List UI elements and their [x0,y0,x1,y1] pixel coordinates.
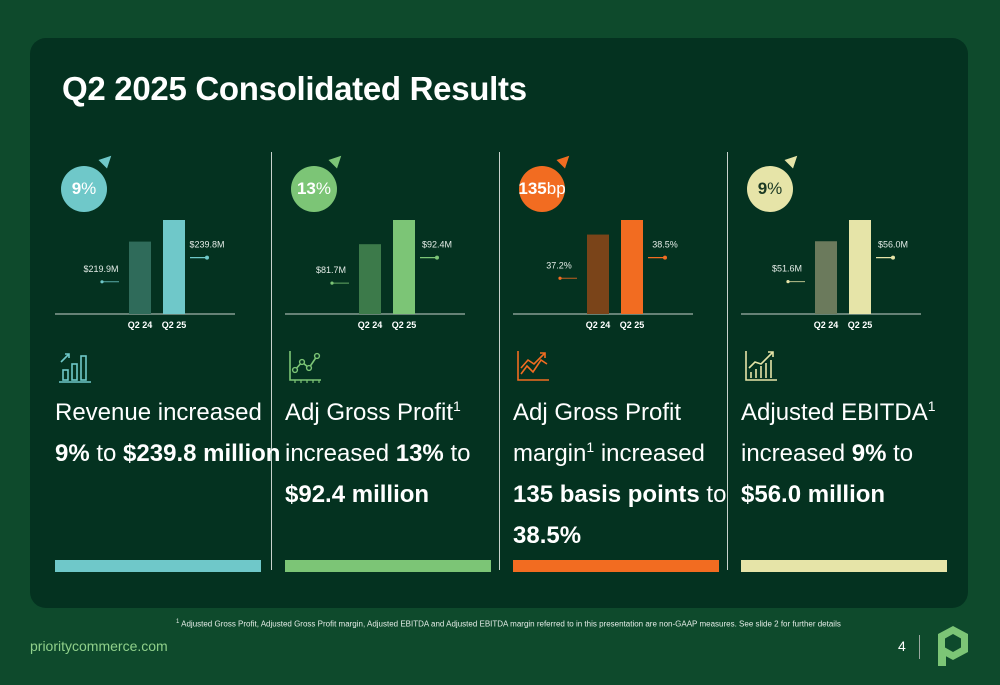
comparison-bar-chart: Q2 24 Q2 25 $219.9M $239.8M [55,210,283,340]
badge-pointer-icon [98,151,116,169]
data-label-q2-25: $239.8M [189,240,224,250]
badge-unit: bp [546,179,566,198]
metric-adj-gross-profit: 13% Q2 24 Q2 25 $81.7M $92.4M Adj Gross Profi… [285,150,513,575]
page-number: 4 [898,638,906,654]
metric-adjusted-ebitda: 9% Q2 24 Q2 25 $51.6M $56.0M Adjusted EBITDA1… [741,150,969,575]
badge-value: 135 [518,179,547,198]
comparison-bar-chart: Q2 24 Q2 25 $51.6M $56.0M [741,210,969,340]
bar-q2-24 [129,241,151,314]
metric-accent-bar [513,560,719,572]
bar-q2-24 [359,244,381,314]
bar-q2-25 [621,220,643,314]
metric-revenue: 9% Q2 24 Q2 25 $219.9M $239.8M Revenue increa… [55,150,283,575]
scatter-trend-icon [287,348,323,384]
badge-unit: % [315,179,332,198]
x-tick-label: Q2 24 [358,320,383,330]
change-badge: 9% [61,166,107,212]
data-label-q2-24: $219.9M [83,264,118,274]
bar-chart-growth-icon [57,348,93,384]
metric-description: Revenue increased 9% to $239.8 million [55,399,281,467]
data-label-q2-25: 38.5% [652,240,678,250]
metric-accent-bar [741,560,947,572]
change-badge: 9% [747,166,793,212]
bar-line-growth-icon [743,348,779,384]
x-tick-label: Q2 25 [848,320,873,330]
x-tick-label: Q2 24 [814,320,839,330]
metric-accent-bar [55,560,261,572]
data-label-q2-24: 37.2% [546,260,572,270]
data-label-q2-24: $51.6M [772,264,802,274]
x-tick-label: Q2 24 [128,320,153,330]
badge-pointer-icon [328,151,346,169]
x-tick-label: Q2 25 [392,320,417,330]
badge-value: 9 [71,179,82,198]
bar-q2-25 [163,220,185,314]
metric-description: Adjusted EBITDA1 increased 9% to $56.0 m… [741,398,936,508]
bar-q2-25 [393,220,415,314]
data-label-q2-25: $92.4M [422,240,452,250]
column-divider [727,152,728,570]
column-divider [271,152,272,570]
bar-q2-24 [587,234,609,314]
metric-description: Adj Gross Profit margin1 increased 135 b… [513,399,727,549]
badge-unit: % [767,179,783,198]
comparison-bar-chart: Q2 24 Q2 25 $81.7M $92.4M [285,210,513,340]
badge-value: 9 [757,179,768,198]
data-label-q2-25: $56.0M [878,240,908,250]
change-badge: 13% [291,166,337,212]
bar-q2-25 [849,220,871,314]
column-divider [499,152,500,570]
badge-value: 13 [296,179,316,198]
change-badge: 135 bp [518,166,566,212]
x-tick-label: Q2 25 [620,320,645,330]
page-title: Q2 2025 Consolidated Results [62,70,527,107]
bar-q2-24 [815,241,837,314]
badge-pointer-icon [556,151,574,169]
metric-accent-bar [285,560,491,572]
x-tick-label: Q2 25 [162,320,187,330]
footnote: 1 Adjusted Gross Profit, Adjusted Gross … [176,619,841,629]
data-label-q2-24: $81.7M [316,265,346,275]
badge-pointer-icon [784,151,802,169]
metric-adj-gross-profit-margin: 135 bp Q2 24 Q2 25 37.2% 38.5% Adj Gross Profi… [513,150,741,575]
badge-unit: % [81,179,97,198]
line-chart-up-icon [515,348,551,384]
comparison-bar-chart: Q2 24 Q2 25 37.2% 38.5% [513,210,741,340]
priority-logo-icon [936,624,970,668]
footer-separator [919,635,920,659]
x-tick-label: Q2 24 [586,320,611,330]
website-link[interactable]: prioritycommerce.com [30,638,168,654]
metric-description: Adj Gross Profit1 increased 13% to $92.4… [285,398,471,508]
